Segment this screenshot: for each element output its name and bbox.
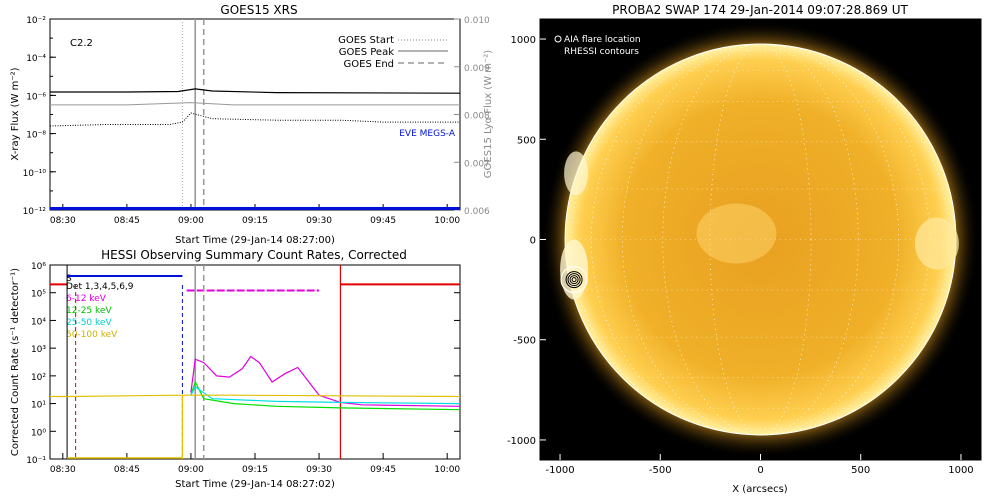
swap-x-tick-label: 500: [851, 465, 870, 476]
goes-y-axis-label: X-ray Flux (W m⁻²): [10, 67, 21, 160]
swap-longitude-line: [622, 43, 899, 436]
hessi-y-tick-label: 10²: [31, 373, 46, 383]
hessi-x-tick-label: 09:45: [370, 465, 396, 475]
legend-goes-end: GOES End: [344, 59, 394, 70]
legend-aia-marker: [554, 35, 562, 43]
legend-goes-peak: GOES Peak: [339, 47, 394, 58]
swap-x-tick-label: 1000: [948, 465, 973, 476]
legend-rhessi-marker: [554, 47, 562, 55]
legend-hessi-50-100: 50-100 keV: [66, 330, 118, 340]
hessi-x-tick-label: 09:15: [242, 465, 268, 475]
swap-x-tick-label: -1000: [546, 465, 575, 476]
hessi-y-tick-label: 10⁵: [31, 290, 46, 300]
swap-y-tick-label: 500: [517, 135, 536, 146]
hessi-y-tick-label: 10⁴: [31, 317, 46, 327]
legend-goes-start: GOES Start: [338, 35, 394, 46]
goes-y-tick-label: 10⁻¹⁰: [23, 169, 47, 179]
hessi-x-tick-label: 09:00: [178, 465, 204, 475]
legend-hessi-det: Det 1,3,4,5,6,9: [66, 282, 134, 292]
hessi-y-tick-label: 10¹: [31, 401, 46, 411]
goes-x-tick-label: 09:45: [370, 216, 396, 226]
swap-aia-flare-marker: [560, 265, 588, 294]
swap-bright-region: [696, 203, 777, 264]
goes-x-tick-label: 08:30: [50, 216, 76, 226]
legend-aia-flare-location: AIA flare location: [564, 35, 641, 45]
hessi-y-tick-label: 10⁻¹: [26, 456, 46, 466]
hessi-x-tick-label: 08:45: [114, 465, 140, 475]
legend-rhessi-contours: RHESSI contours: [564, 47, 639, 57]
swap-y-tick-label: -1000: [507, 436, 536, 447]
swap-x-tick-label: -500: [649, 465, 672, 476]
hessi-series-12-25-kev: [190, 380, 461, 411]
goes-right-tick-label: 0.009: [464, 64, 490, 74]
goes-x-tick-label: 09:15: [242, 216, 268, 226]
hessi-x-tick-label: 10:00: [434, 465, 460, 475]
legend-hessi-12-25: 12-25 keV: [66, 306, 112, 316]
goes-y-tick-label: 10⁻⁶: [26, 92, 46, 102]
hessi-series-6-12-kev: [190, 355, 461, 407]
swap-bright-region: [914, 217, 959, 270]
swap-bright-region: [560, 239, 589, 300]
goes-right-axis-label: GOES15 Lyα Flux (W m⁻²): [483, 50, 494, 178]
goes-series-lya: [50, 102, 460, 106]
swap-x-axis-label: X (arcsecs): [732, 484, 788, 495]
goes-y-tick-label: 10⁻¹²: [23, 207, 47, 217]
hessi-series-25-50-kev: [190, 386, 461, 405]
swap-panel: PROBA2 SWAP 174 29-Jan-2014 09:07:28.869…: [539, 3, 982, 495]
hessi-y-tick-label: 10³: [31, 345, 46, 355]
hessi-series-50-100-kev: [50, 394, 461, 398]
swap-rhessi-contour: [569, 275, 579, 285]
goes-right-tick-label: 0.007: [464, 159, 490, 169]
goes-series-long: [50, 88, 461, 94]
swap-y-tick-label: 1000: [511, 35, 536, 46]
swap-rhessi-contour: [565, 271, 583, 289]
hessi-plot-frame: [49, 264, 461, 460]
goes-title: GOES15 XRS: [220, 3, 297, 17]
swap-y-tick-label: 0: [530, 236, 536, 247]
swap-x-tick-label: 0: [757, 465, 763, 476]
goes-x-axis-label: Start Time (29-Jan-14 08:27:00): [175, 235, 335, 246]
legend-hessi-s: S: [66, 274, 72, 284]
legend-hessi-6-12: 6-12 keV: [66, 294, 107, 304]
hessi-y-tick-label: 10⁰: [31, 428, 46, 438]
goes-eve-label: EVE MEGS-A: [399, 129, 456, 139]
hessi-panel: HESSI Observing Summary Count Rates, Cor…: [10, 248, 461, 490]
goes-x-tick-label: 09:30: [306, 216, 332, 226]
goes-right-tick-label: 0.008: [464, 112, 490, 122]
hessi-y-tick-label: 10⁶: [31, 262, 46, 272]
legend-hessi-25-50: 25-50 keV: [66, 318, 112, 328]
hessi-x-tick-label: 09:30: [306, 465, 332, 475]
hessi-title: HESSI Observing Summary Count Rates, Cor…: [101, 248, 407, 262]
goes-x-tick-label: 09:00: [178, 216, 204, 226]
goes-x-tick-label: 10:00: [434, 216, 460, 226]
goes-series-short: [49, 112, 460, 127]
swap-rhessi-contour: [571, 277, 577, 283]
goes-y-tick-label: 10⁻⁸: [26, 131, 46, 141]
goes-y-tick-label: 10⁻²: [26, 16, 46, 26]
swap-rhessi-contour: [567, 273, 581, 287]
goes-y-tick-label: 10⁻⁴: [26, 54, 46, 64]
goes-x-tick-label: 08:45: [114, 216, 140, 226]
hessi-legend: S Det 1,3,4,5,6,9 6-12 keV 12-25 keV 25-…: [66, 274, 134, 340]
hessi-y-axis-label: Corrected Count Rate (s⁻¹ detector⁻¹): [10, 268, 21, 456]
goes-flare-class: C2.2: [70, 38, 93, 49]
swap-y-tick-label: -500: [513, 336, 536, 347]
swap-bright-region: [564, 151, 589, 196]
hessi-x-axis-label: Start Time (29-Jan-14 08:27:02): [175, 479, 335, 490]
hessi-x-tick-label: 08:30: [50, 465, 76, 475]
goes-right-tick-label: 0.006: [464, 207, 490, 217]
goes-plot-frame: [49, 18, 461, 211]
goes-right-tick-label: 0.010: [464, 16, 490, 26]
swap-legend: AIA flare location RHESSI contours: [554, 35, 641, 57]
swap-title: PROBA2 SWAP 174 29-Jan-2014 09:07:28.869…: [612, 3, 908, 17]
goes-legend: GOES Start GOES Peak GOES End: [338, 35, 448, 70]
